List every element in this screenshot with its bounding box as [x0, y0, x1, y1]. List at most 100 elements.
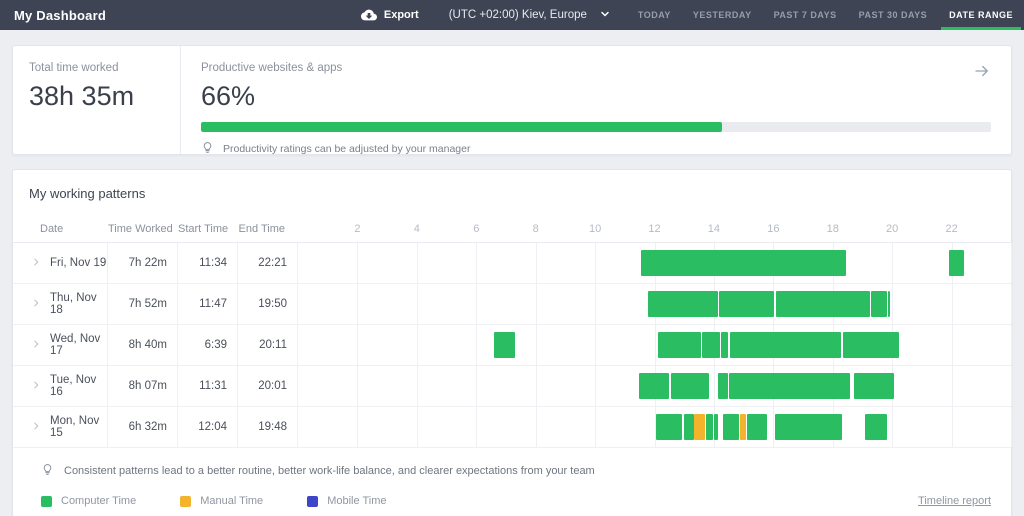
- patterns-table-body: Fri, Nov 19 7h 22m 11:34 22:21 Thu, Nov 18 7h…: [13, 243, 1012, 448]
- timeline-gridline: [416, 243, 418, 283]
- timeline-segment-computer: [656, 414, 683, 440]
- timeline-gridline: [476, 407, 478, 447]
- timeline-segment-computer: [640, 250, 847, 276]
- timeline-gridline: [713, 366, 715, 406]
- productivity-progress-track: [201, 122, 991, 132]
- total-time-label: Total time worked: [29, 62, 119, 74]
- row-date-cell: Wed, Nov 17: [13, 325, 108, 365]
- row-end-time: 19:48: [238, 407, 298, 447]
- nav-item-past-30-days[interactable]: PAST 30 DAYS: [858, 10, 928, 20]
- legend-item-computer-time: Computer Time: [41, 495, 136, 507]
- timeline-segment-manual: [739, 414, 747, 440]
- nav-item-date-range[interactable]: DATE RANGE: [938, 0, 1024, 30]
- column-header-time-worked: Time Worked: [108, 222, 173, 235]
- timeline-gridline: [357, 407, 359, 447]
- hour-label-10: 10: [588, 222, 602, 235]
- timeline-gridline: [1011, 284, 1012, 324]
- timeline-gridline: [892, 243, 894, 283]
- row-timeline: [298, 366, 1012, 406]
- table-row[interactable]: Tue, Nov 16 8h 07m 11:31 20:01: [13, 366, 1012, 407]
- column-header-start-time: Start Time: [178, 222, 229, 235]
- row-end-time: 20:11: [238, 325, 298, 365]
- timeline-gridline: [773, 284, 775, 324]
- timeline-gridline: [595, 325, 597, 365]
- timeline-gridline: [595, 407, 597, 447]
- legend-label: Manual Time: [200, 495, 264, 507]
- row-time-worked: 7h 52m: [108, 284, 178, 324]
- timeline-gridline: [357, 243, 359, 283]
- row-end-time: 22:21: [238, 243, 298, 283]
- productivity-note: Productivity ratings can be adjusted by …: [201, 141, 991, 157]
- timeline-segment-computer: [775, 414, 842, 440]
- row-timeline: [298, 243, 1012, 283]
- row-expand-chevron-icon[interactable]: [31, 339, 41, 352]
- row-expand-chevron-icon[interactable]: [31, 421, 41, 434]
- column-header-date: Date: [40, 222, 64, 235]
- timeline-segment-computer: [494, 332, 516, 358]
- row-expand-chevron-icon[interactable]: [31, 298, 41, 311]
- row-date-cell: Thu, Nov 18: [13, 284, 108, 324]
- hour-label-20: 20: [886, 222, 899, 235]
- row-date: Mon, Nov 15: [50, 415, 100, 439]
- row-start-time: 12:04: [178, 407, 238, 447]
- nav-item-yesterday[interactable]: YESTERDAY: [692, 10, 752, 20]
- table-row[interactable]: Fri, Nov 19 7h 22m 11:34 22:21: [13, 243, 1012, 284]
- hour-label-8: 8: [532, 222, 539, 235]
- productivity-progress-fill: [201, 122, 723, 132]
- mobile-time-swatch: [307, 495, 319, 507]
- arrow-right-icon[interactable]: [973, 62, 991, 85]
- timeline-gridline: [476, 325, 478, 365]
- row-expand-chevron-icon[interactable]: [31, 380, 41, 393]
- working-patterns-title: My working patterns: [29, 186, 146, 201]
- timeline-gridline: [476, 284, 478, 324]
- row-timeline: [298, 407, 1012, 447]
- legend-items: Computer Time Manual Time Mobile Time: [41, 495, 430, 507]
- row-timeline: [298, 284, 1012, 324]
- timeline-gridline: [654, 325, 656, 365]
- table-row[interactable]: Mon, Nov 15 6h 32m 12:04 19:48: [13, 407, 1012, 448]
- timeline-segment-computer: [854, 373, 894, 399]
- timeline-gridline: [595, 366, 597, 406]
- timeline-gridline: [476, 243, 478, 283]
- timeline-segment-computer: [746, 414, 768, 440]
- patterns-note: Consistent patterns lead to a better rou…: [13, 448, 1011, 479]
- timeline-gridline: [357, 325, 359, 365]
- table-row[interactable]: Wed, Nov 17 8h 40m 6:39 20:11: [13, 325, 1012, 366]
- timeline-segment-computer: [670, 373, 710, 399]
- nav-item-past-7-days[interactable]: PAST 7 DAYS: [773, 10, 837, 20]
- lightbulb-icon: [41, 463, 54, 479]
- row-date: Tue, Nov 16: [50, 374, 97, 398]
- hour-label-16: 16: [767, 222, 780, 235]
- export-button[interactable]: Export: [360, 7, 419, 23]
- nav-item-today[interactable]: TODAY: [637, 10, 671, 20]
- summary-card: Total time worked 38h 35m Productive web…: [12, 45, 1012, 155]
- row-time-worked: 6h 32m: [108, 407, 178, 447]
- hour-label-2: 2: [354, 222, 361, 235]
- hour-label-18: 18: [826, 222, 839, 235]
- timeline-gridline: [535, 366, 537, 406]
- row-date: Thu, Nov 18: [50, 292, 97, 316]
- row-expand-chevron-icon[interactable]: [31, 257, 41, 270]
- timeline-gridline: [1011, 366, 1012, 406]
- timeline-gridline: [1011, 325, 1012, 365]
- timeline-gridline: [535, 284, 537, 324]
- timeline-gridline: [416, 407, 418, 447]
- timeline-segment-computer: [718, 373, 728, 399]
- row-date: Fri, Nov 19: [50, 257, 107, 269]
- timeline-segment-computer: [658, 332, 702, 358]
- timeline-gridline: [951, 284, 953, 324]
- chevron-down-icon: [599, 8, 611, 23]
- timeline-gridline: [476, 366, 478, 406]
- timeline-segment-computer: [888, 291, 890, 317]
- timeline-report-link[interactable]: Timeline report: [918, 495, 991, 507]
- timeline-gridline: [535, 325, 537, 365]
- date-range-nav: TODAY YESTERDAY PAST 7 DAYS PAST 30 DAYS DAT…: [627, 0, 1024, 30]
- timeline-segment-computer: [865, 414, 887, 440]
- timeline-segment-computer: [776, 291, 871, 317]
- timeline-gridline: [595, 284, 597, 324]
- timeline-gridline: [892, 407, 894, 447]
- row-time-worked: 8h 40m: [108, 325, 178, 365]
- table-row[interactable]: Thu, Nov 18 7h 52m 11:47 19:50: [13, 284, 1012, 325]
- timeline-gridline: [951, 366, 953, 406]
- timezone-selector[interactable]: (UTC +02:00) Kiev, Europe: [449, 8, 611, 23]
